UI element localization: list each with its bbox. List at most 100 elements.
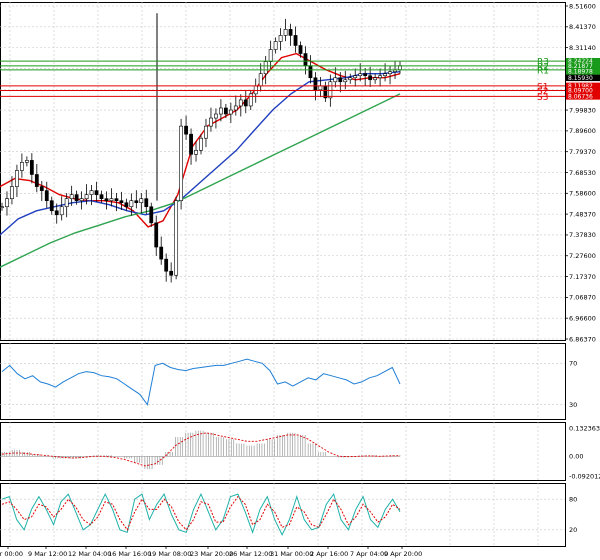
candle-body xyxy=(273,41,278,50)
candle-body xyxy=(119,200,124,204)
price-y-tick-label: 8.31140 xyxy=(569,44,596,52)
stoch-y-tick-label: 80 xyxy=(569,496,577,504)
candle-body xyxy=(233,105,238,111)
candle-body xyxy=(184,125,188,135)
price-tag-box xyxy=(566,93,600,100)
candle-body xyxy=(333,77,338,83)
candle-body xyxy=(5,198,9,208)
pivot-level-label: S2 xyxy=(537,87,548,97)
candle-body xyxy=(228,109,233,115)
candle-body xyxy=(69,194,74,199)
candle-body xyxy=(114,198,119,201)
price-y-tick-label: 8.41370 xyxy=(569,23,596,31)
candle-body xyxy=(89,190,94,195)
candle-body xyxy=(124,202,129,208)
x-tick-label: 19 Mar 08:00 xyxy=(148,550,191,558)
candle-body xyxy=(258,73,263,87)
macd-y-tick-label: -0.092012 xyxy=(569,472,600,480)
price-y-tick-label: 6.96600 xyxy=(569,314,596,322)
candle-body xyxy=(179,125,184,201)
candle-body xyxy=(223,107,228,115)
candle-body xyxy=(313,77,318,91)
candle-body xyxy=(164,258,169,272)
candle-body xyxy=(248,93,253,107)
candle-body xyxy=(49,200,54,212)
candle-body xyxy=(253,85,258,95)
candle-body xyxy=(44,190,49,201)
price-panel: 8.516008.413708.311408.209108.106807.998… xyxy=(0,2,600,343)
x-tick-label: Mar 00:00 xyxy=(0,550,23,558)
candle-body xyxy=(278,35,283,42)
candle-body xyxy=(15,170,19,187)
candle-body xyxy=(189,133,193,155)
pivot-level-label: R2 xyxy=(537,62,549,72)
candle-body xyxy=(149,206,154,224)
candle-body xyxy=(59,206,64,216)
price-tag-label: 8.06736 xyxy=(568,93,593,100)
rsi-line xyxy=(1,358,401,406)
candle-body xyxy=(263,61,268,75)
candle-body xyxy=(29,160,34,175)
x-tick-label: 9 Apr 20:00 xyxy=(384,550,422,558)
price-y-tick-label: 7.79370 xyxy=(569,148,596,156)
price-y-tick-label: 6.86370 xyxy=(569,335,596,343)
candle-body xyxy=(219,107,223,115)
candle-body xyxy=(303,53,308,66)
stochastic-panel: 80 20 xyxy=(0,483,577,547)
candle-body xyxy=(74,194,79,201)
candle-body xyxy=(24,160,29,163)
candle-body xyxy=(109,198,114,201)
rsi-panel: 70 30 xyxy=(0,343,577,420)
price-tag-box xyxy=(566,68,600,75)
stoch-y-tick-label: 20 xyxy=(569,526,577,534)
x-tick-label: 16 Mar 16:00 xyxy=(108,550,151,558)
macd-panel: 0.132363 0.00 -0.092012 xyxy=(0,422,600,481)
price-y-tick-label: 7.37830 xyxy=(569,231,596,239)
candle-body xyxy=(363,73,368,77)
candle-body xyxy=(34,174,39,187)
x-tick-label: 26 Mar 12:00 xyxy=(229,550,272,558)
price-y-tick-label: 7.58600 xyxy=(569,190,596,198)
macd-panel-frame xyxy=(0,422,566,481)
candle-body xyxy=(129,200,134,208)
candle-body xyxy=(209,117,213,127)
price-y-tick-label: 7.17370 xyxy=(569,273,596,281)
price-y-tick-label: 7.68530 xyxy=(569,169,596,177)
stoch-k-line xyxy=(1,492,401,537)
moving-average-line xyxy=(0,93,401,268)
candle-body xyxy=(238,99,243,107)
rsi-panel-frame xyxy=(0,343,566,420)
price-tag-box xyxy=(566,62,600,70)
candle-body xyxy=(169,270,174,276)
price-tag-label: 8.18978 xyxy=(568,69,593,76)
candle-body xyxy=(358,73,363,77)
rsi-y-tick-label: 70 xyxy=(569,360,577,368)
pivot-level-label: R3 xyxy=(537,58,549,68)
candle-body xyxy=(378,75,383,79)
candle-body xyxy=(144,198,149,208)
pivot-level-label: S1 xyxy=(537,82,548,92)
price-tag-label: 8.11982 xyxy=(568,83,593,90)
candle-body xyxy=(353,75,358,79)
x-tick-label: 9 Mar 12:00 xyxy=(28,550,67,558)
price-tag-label: 8.24224 xyxy=(568,58,593,65)
x-tick-label: 23 Mar 20:00 xyxy=(190,550,233,558)
price-panel-frame xyxy=(0,2,566,341)
candle-body xyxy=(214,113,218,119)
candle-body xyxy=(293,35,298,46)
candle-body xyxy=(243,99,248,107)
candle-body xyxy=(199,137,203,151)
candle-body xyxy=(39,186,44,191)
candle-body xyxy=(64,198,69,208)
candle-body xyxy=(0,206,4,209)
price-y-tick-label: 7.89600 xyxy=(569,127,596,135)
candle-body xyxy=(328,81,333,99)
stoch-d-line xyxy=(1,495,401,531)
macd-signal-line xyxy=(1,432,401,467)
candle-body xyxy=(194,150,198,155)
macd-y-tick-label: 0.132363 xyxy=(569,424,600,432)
candle-body xyxy=(298,45,303,54)
candle-body xyxy=(388,71,392,75)
price-tag-box xyxy=(566,57,600,65)
